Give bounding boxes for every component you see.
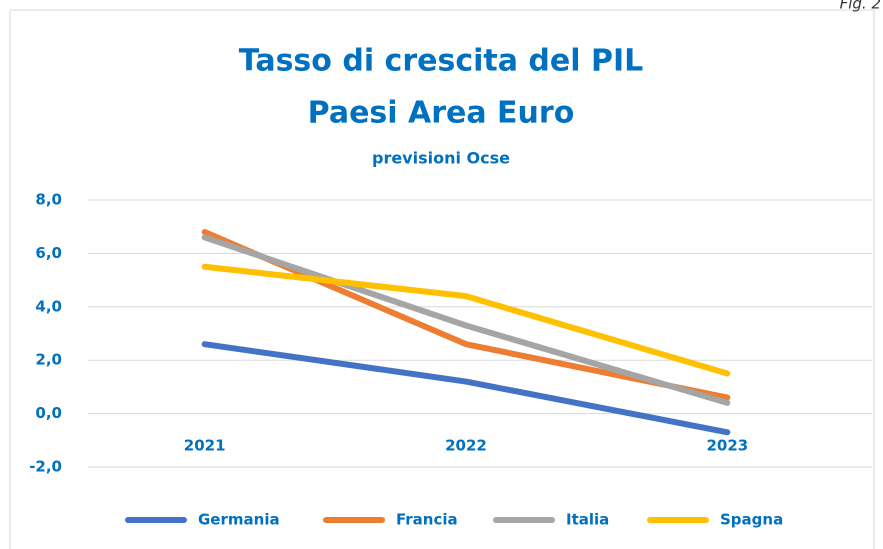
y-tick-label: 4,0: [35, 297, 62, 315]
series-line: [201, 341, 731, 436]
y-tick-label: -2,0: [29, 458, 62, 476]
x-tick-label: 2022: [445, 437, 487, 455]
chart-title-line2: Paesi Area Euro: [308, 96, 575, 131]
legend-label: Francia: [396, 511, 458, 529]
x-tick-label: 2021: [184, 437, 226, 455]
y-tick-label: 0,0: [35, 404, 62, 422]
series-line: [201, 234, 731, 406]
chart-frame: [9, 9, 875, 549]
y-tick-label: 8,0: [35, 191, 62, 209]
x-tick-label: 2023: [706, 437, 748, 455]
y-tick-label: 6,0: [35, 244, 62, 262]
series-line: [201, 263, 731, 377]
chart-subtitle: previsioni Ocse: [372, 149, 510, 168]
corner-label: Fig. 2: [840, 0, 881, 13]
legend-label: Spagna: [720, 511, 783, 529]
legend-label: Italia: [566, 511, 609, 529]
chart-title: Tasso di crescita del PIL: [239, 44, 644, 79]
legend-label: Germania: [198, 511, 280, 529]
y-tick-label: 2,0: [35, 351, 62, 369]
